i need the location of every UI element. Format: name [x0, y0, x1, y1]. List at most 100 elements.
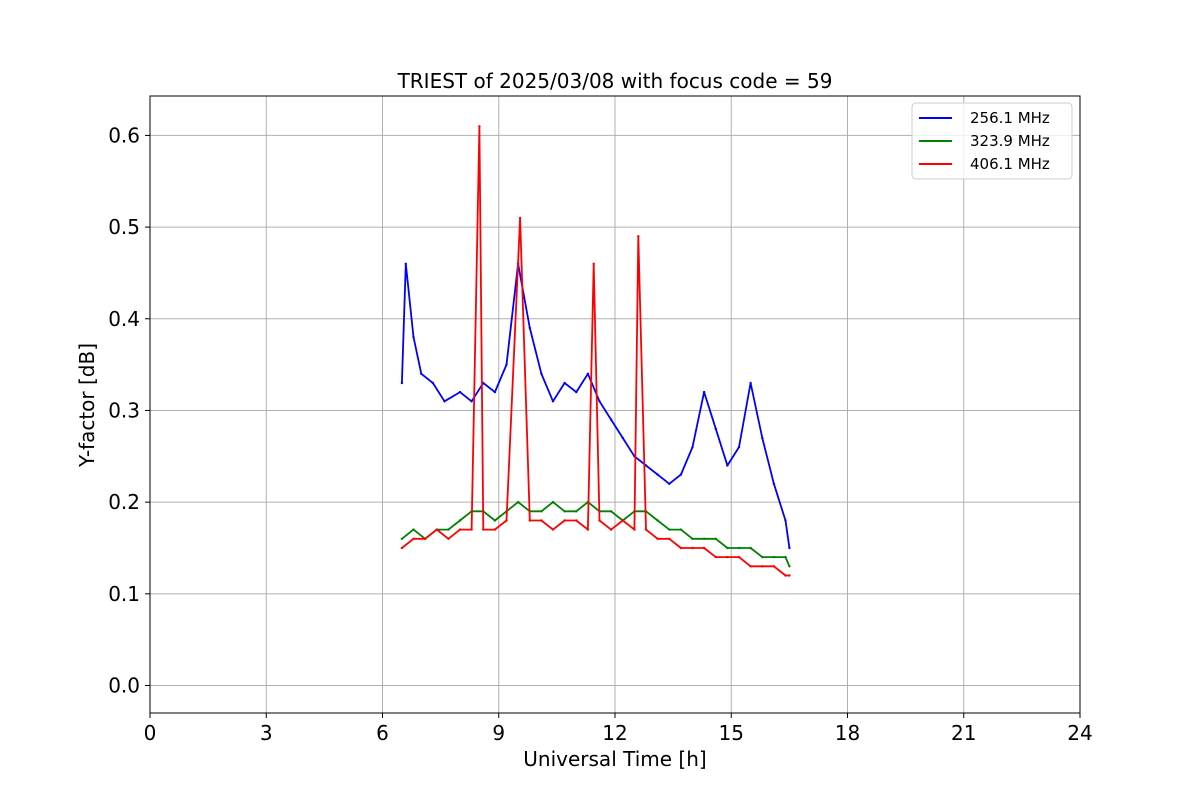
data-point [749, 381, 752, 385]
data-point [772, 482, 776, 485]
data-point [528, 326, 531, 330]
y-tick-label: 0.5 [108, 215, 140, 239]
series-lines [400, 125, 791, 577]
data-point [412, 335, 415, 339]
data-point [702, 546, 706, 550]
data-point [592, 262, 595, 265]
x-tick-label: 12 [602, 721, 627, 745]
data-point [784, 574, 787, 577]
data-point [788, 565, 791, 568]
data-point [412, 528, 415, 531]
data-point [609, 510, 613, 513]
data-point [737, 555, 741, 559]
data-point [482, 528, 485, 531]
x-tick-label: 24 [1067, 721, 1092, 745]
data-point [505, 363, 508, 366]
x-axis-title: Universal Time [h] [523, 747, 706, 771]
data-point [702, 537, 706, 540]
data-point [575, 510, 578, 513]
x-tick-label: 9 [492, 721, 505, 745]
data-point [749, 565, 752, 568]
data-point [575, 519, 578, 522]
data-point [443, 400, 446, 403]
data-point [563, 519, 566, 522]
data-point [691, 546, 694, 550]
data-point [431, 381, 435, 385]
y-tick-label: 0.4 [108, 307, 140, 331]
data-point [540, 519, 543, 522]
series-line-3 [401, 125, 790, 577]
y-tick-label: 0.6 [108, 123, 140, 147]
data-point [644, 464, 648, 467]
x-tick-label: 21 [951, 721, 976, 745]
data-point [563, 510, 566, 513]
x-tick-label: 15 [719, 721, 744, 745]
data-point [761, 565, 764, 568]
data-point [679, 546, 683, 550]
data-point [478, 125, 481, 128]
data-point [761, 436, 764, 440]
data-point [668, 537, 671, 540]
chart-title: TRIEST of 2025/03/08 with focus code = 5… [397, 69, 833, 93]
data-point [714, 537, 717, 540]
data-point [420, 372, 423, 375]
data-point [551, 528, 555, 531]
data-point [679, 528, 683, 531]
data-point [458, 528, 462, 531]
data-point [575, 390, 578, 394]
data-point [598, 400, 601, 403]
data-point [551, 400, 555, 403]
data-point [691, 445, 694, 449]
legend-box [911, 102, 1073, 180]
data-point [679, 473, 683, 476]
data-point [470, 400, 473, 403]
data-point [423, 537, 427, 540]
x-tick-label: 3 [260, 721, 273, 745]
legend: 256.1 MHz 323.9 MHz 406.1 MHz [911, 102, 1073, 180]
data-point [458, 519, 462, 522]
data-point [528, 519, 531, 522]
data-point [726, 555, 729, 559]
y-tick-label: 0.2 [108, 490, 140, 514]
data-point [400, 381, 404, 385]
data-point [540, 372, 543, 375]
data-point [656, 473, 659, 476]
data-point [458, 390, 462, 394]
legend-label: 323.9 MHz [970, 132, 1050, 150]
data-point [470, 528, 473, 531]
x-tick-label: 0 [144, 721, 157, 745]
y-tick-label: 0.3 [108, 398, 140, 422]
data-point [726, 546, 729, 550]
data-point [714, 555, 717, 559]
data-point [412, 537, 415, 540]
data-point [702, 390, 706, 394]
data-point [435, 528, 438, 531]
data-point [656, 537, 659, 540]
data-point [691, 537, 694, 540]
data-point [656, 519, 659, 522]
y-axis-title: Y-factor [dB] [75, 343, 99, 468]
data-point [737, 546, 741, 550]
data-point [586, 528, 590, 531]
data-point [400, 546, 404, 550]
data-point [784, 555, 787, 559]
data-point [404, 262, 407, 265]
data-point [447, 528, 450, 531]
data-point [518, 216, 522, 220]
series-line-1 [401, 262, 791, 549]
data-point [788, 574, 791, 577]
legend-label: 256.1 MHz [970, 109, 1050, 127]
data-point [772, 555, 776, 559]
legend-label: 406.1 MHz [970, 155, 1050, 173]
x-axis: 0 3 6 9 12 15 18 21 24 [144, 713, 1093, 745]
data-point [400, 537, 404, 540]
data-point [551, 500, 555, 504]
data-point [737, 445, 741, 449]
data-point [540, 510, 543, 513]
data-point [609, 528, 613, 531]
data-point [637, 235, 640, 238]
data-point [749, 546, 752, 550]
data-point [668, 528, 671, 531]
data-point [493, 519, 497, 522]
